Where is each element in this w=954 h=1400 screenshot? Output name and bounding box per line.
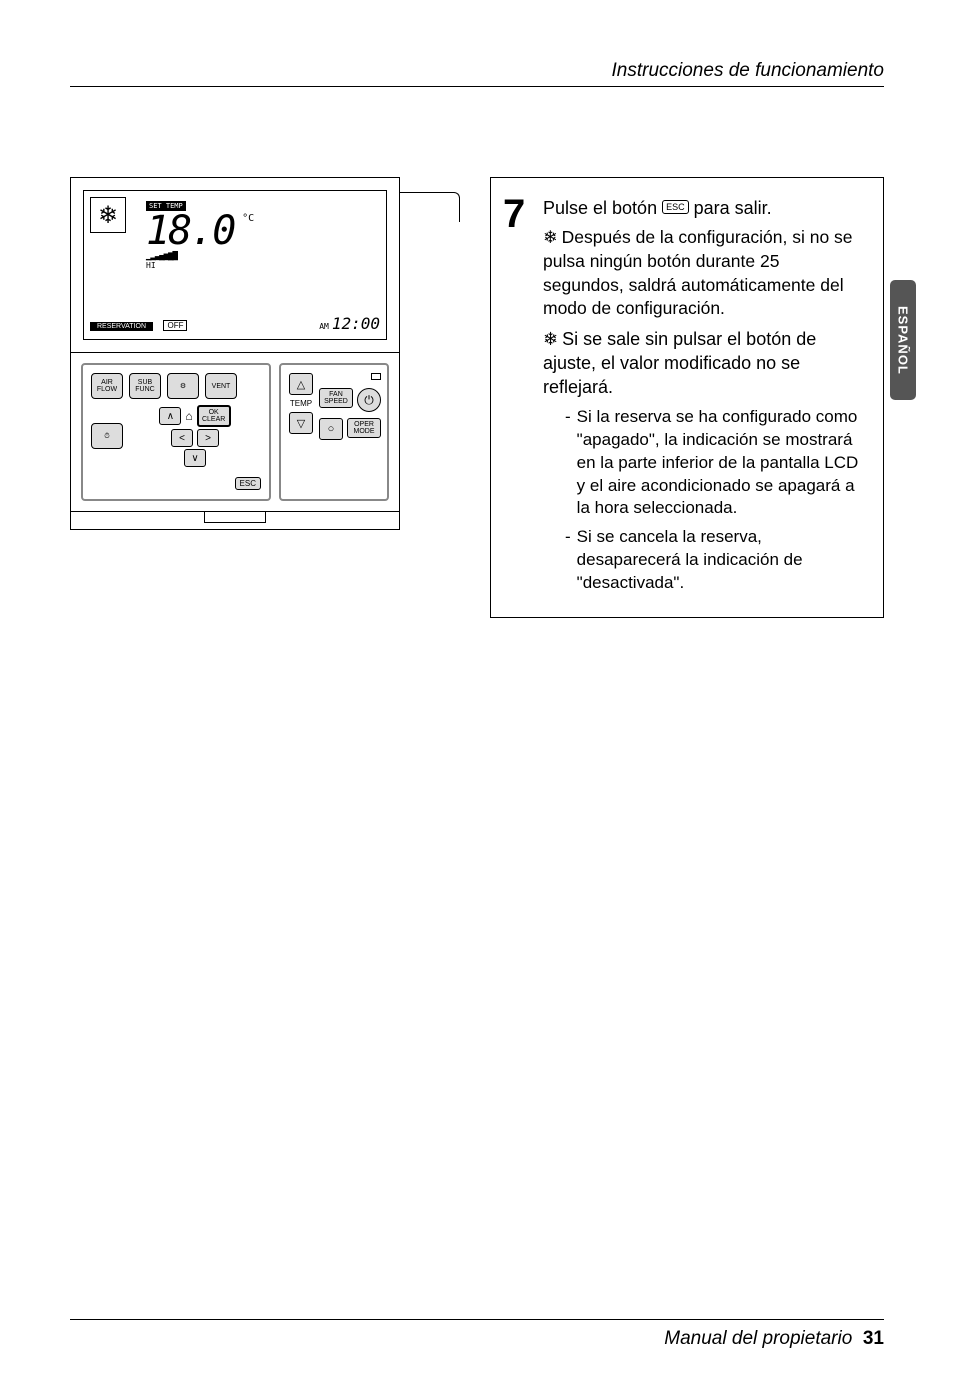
instruction-box: 7 Pulse el botón ESC para salir. ❄Despué… (490, 177, 884, 618)
button-area: AIRFLOW SUBFUNC ⚙ VENT ⏱ ∧ ⌂ OKCLEAR (71, 353, 399, 511)
bullet-1: ❄Después de la configuración, si no se p… (543, 226, 865, 321)
step-number: 7 (503, 196, 533, 595)
reservation-left: RESERVATION OFF (90, 315, 187, 333)
up-arrow-button[interactable]: ∧ (159, 407, 181, 425)
right-button-pad: △ TEMP ▽ FANSPEED ⏻ ○ OPERMODE (279, 363, 389, 501)
dash-2-text: Si se cancela la reserva, desaparecerá l… (577, 526, 865, 595)
off-chip: OFF (163, 320, 187, 331)
bullet-2-text: Si se sale sin pulsar el botón de ajuste… (543, 329, 816, 398)
bullet-2: ❄Si se sale sin pulsar el botón de ajust… (543, 327, 865, 400)
right-column: FANSPEED ⏻ ○ OPERMODE (319, 373, 381, 491)
vent-button[interactable]: VENT (205, 373, 237, 399)
fan-speed-button[interactable]: FANSPEED (319, 388, 353, 408)
content-row: ❄ SET TEMP 18.0 °C ▁▂▃▄▅▆▇ HI RESERVATIO… (70, 177, 884, 618)
left-button-pad: AIRFLOW SUBFUNC ⚙ VENT ⏱ ∧ ⌂ OKCLEAR (81, 363, 271, 501)
temp-up-button[interactable]: △ (289, 373, 313, 395)
step-body: Pulse el botón ESC para salir. ❄Después … (543, 196, 865, 595)
ampm: AM (319, 322, 329, 331)
clock-time: 12:00 (332, 314, 380, 333)
temp-unit: °C (242, 213, 254, 224)
lcd-inner: ❄ SET TEMP 18.0 °C ▁▂▃▄▅▆▇ HI RESERVATIO… (83, 190, 387, 340)
right-arrow-button[interactable]: > (197, 429, 219, 447)
temp-column: △ TEMP ▽ (289, 373, 313, 491)
power-button[interactable]: ⏻ (357, 388, 381, 412)
footer-page: 31 (863, 1328, 884, 1349)
language-tab: ESPAÑOL (890, 280, 916, 400)
temp-down-button[interactable]: ▽ (289, 412, 313, 434)
air-flow-button[interactable]: AIRFLOW (91, 373, 123, 399)
timer-button[interactable]: ⏱ (91, 423, 123, 449)
temp-label: TEMP (290, 399, 312, 408)
circle-button[interactable]: ○ (319, 418, 343, 440)
snow-bullet-icon: ❄ (543, 329, 558, 349)
dash-list: -Si la reserva se ha configurado como "a… (543, 406, 865, 596)
reservation-row: RESERVATION OFF AM12:00 (90, 314, 380, 333)
footer-text: Manual del propietario (664, 1328, 852, 1349)
snowflake-icon: ❄ (90, 197, 126, 233)
remote-illustration: ❄ SET TEMP 18.0 °C ▁▂▃▄▅▆▇ HI RESERVATIO… (70, 177, 400, 530)
header-title: Instrucciones de funcionamiento (70, 60, 884, 82)
sub-func-button[interactable]: SUBFUNC (129, 373, 161, 399)
header: Instrucciones de funcionamiento (70, 60, 884, 87)
step-line1-b: para salir. (689, 198, 772, 218)
bullet-1-text: Después de la configuración, si no se pu… (543, 227, 853, 318)
step-line1: Pulse el botón ESC para salir. (543, 196, 865, 220)
oper-mode-button[interactable]: OPERMODE (347, 418, 381, 438)
dash-2: -Si se cancela la reserva, desaparecerá … (565, 526, 865, 595)
esc-button[interactable]: ESC (235, 477, 261, 490)
temp-value: 18.0 (146, 208, 234, 254)
clock: AM12:00 (319, 314, 380, 333)
dash-1-text: Si la reserva se ha configurado como "ap… (577, 406, 865, 521)
home-icon: ⌂ (185, 409, 192, 423)
reservation-badge: RESERVATION (90, 322, 153, 331)
connector-line (400, 192, 460, 222)
left-arrow-button[interactable]: < (171, 429, 193, 447)
down-arrow-button[interactable]: ∨ (184, 449, 206, 467)
ok-clear-button[interactable]: OKCLEAR (197, 405, 231, 427)
hi-label: HI (146, 261, 254, 270)
lcd-area: ❄ SET TEMP 18.0 °C ▁▂▃▄▅▆▇ HI RESERVATIO… (71, 178, 399, 353)
settings-button[interactable]: ⚙ (167, 373, 199, 399)
temp-block: SET TEMP 18.0 °C ▁▂▃▄▅▆▇ HI (146, 197, 254, 333)
step-line1-a: Pulse el botón (543, 198, 662, 218)
footer: Manual del propietario 31 (70, 1319, 884, 1350)
remote-foot (71, 511, 399, 529)
esc-chip-icon: ESC (662, 200, 689, 214)
dash-1: -Si la reserva se ha configurado como "a… (565, 406, 865, 521)
indicator-icon (371, 373, 381, 380)
snow-bullet-icon: ❄ (543, 227, 558, 247)
